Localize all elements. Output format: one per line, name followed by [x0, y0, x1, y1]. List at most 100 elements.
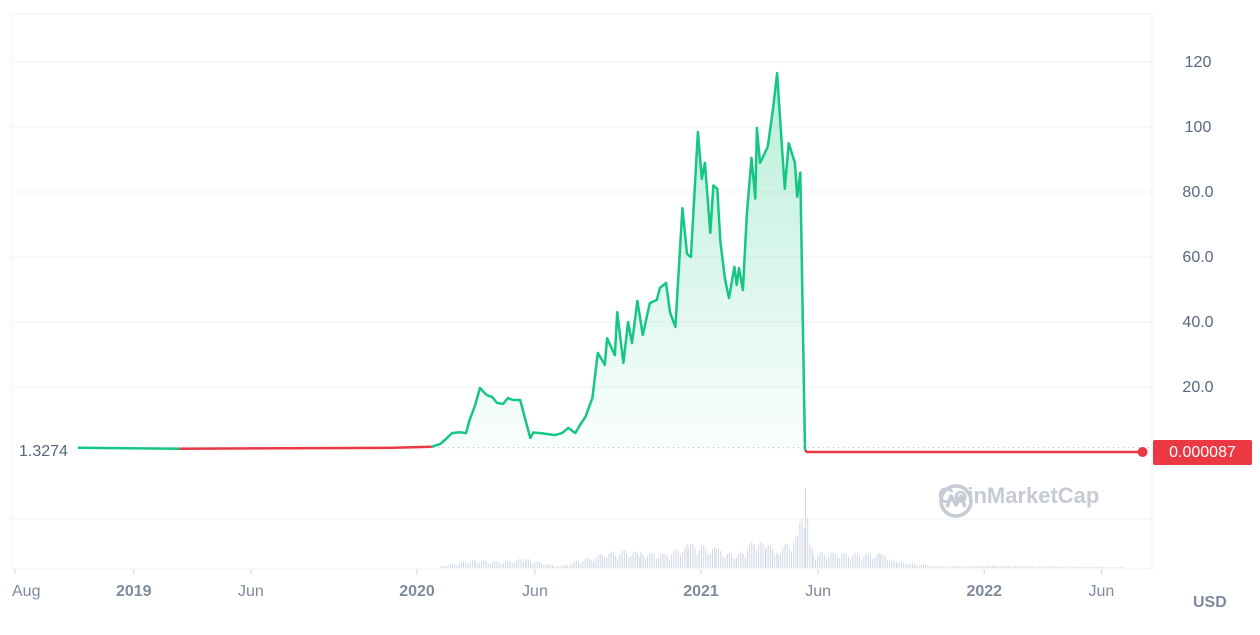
- volume-bar: [865, 553, 867, 568]
- volume-bar: [1041, 566, 1043, 568]
- volume-bar: [903, 562, 905, 568]
- price-line-up: [431, 71, 807, 451]
- volume-bar: [692, 544, 694, 568]
- volume-bar: [1089, 566, 1091, 568]
- volume-bar: [776, 552, 778, 568]
- volume-bar: [767, 544, 769, 568]
- volume-bar: [712, 549, 714, 568]
- volume-bar: [1087, 566, 1089, 568]
- volume-bar: [821, 551, 823, 568]
- volume-bar: [502, 563, 504, 568]
- volume-bar: [591, 560, 593, 568]
- volume-bar: [619, 554, 621, 568]
- volume-bar: [492, 562, 494, 568]
- volume-bar: [936, 566, 938, 568]
- volume-bar: [922, 564, 924, 568]
- volume-bar: [1085, 566, 1087, 568]
- volume-bar: [443, 565, 445, 568]
- volume-bar: [880, 554, 882, 568]
- volume-bar: [460, 562, 462, 568]
- volume-bar: [527, 559, 529, 568]
- volume-bar: [1056, 566, 1058, 568]
- volume-bar: [1120, 567, 1122, 568]
- volume-bar: [753, 548, 755, 568]
- volume-bar: [927, 565, 929, 568]
- volume-bar: [952, 566, 954, 568]
- volume-bar: [823, 554, 825, 568]
- volume-bar: [958, 566, 960, 568]
- volume-bar: [474, 560, 476, 568]
- volume-bar: [471, 560, 473, 568]
- volume-bar: [830, 553, 832, 568]
- volume-bar: [481, 561, 483, 568]
- volume-bar: [893, 559, 895, 568]
- volume-bar: [668, 559, 670, 568]
- volume-bar: [969, 566, 971, 568]
- volume-bar: [788, 548, 790, 568]
- volume-bar: [733, 558, 735, 568]
- volume-bar: [714, 547, 716, 568]
- volume-bar: [1063, 566, 1065, 568]
- volume-bar: [797, 535, 799, 568]
- volume-bar: [817, 555, 819, 568]
- volume-bar: [549, 564, 551, 568]
- volume-bar: [1014, 566, 1016, 568]
- volume-bar: [520, 559, 522, 568]
- volume-bar: [597, 555, 599, 568]
- volume-bar: [717, 548, 719, 568]
- volume-bar: [896, 563, 898, 568]
- volume-bar: [640, 551, 642, 568]
- volume-bar: [1003, 566, 1005, 568]
- volume-bar: [507, 560, 509, 568]
- volume-bar: [861, 560, 863, 568]
- y-tick-label: 60.0: [1182, 249, 1213, 266]
- volume-bar: [867, 553, 869, 568]
- volume-bar: [707, 554, 709, 568]
- volume-bar: [852, 555, 854, 568]
- volume-bar: [916, 565, 918, 568]
- volume-bar: [1076, 566, 1078, 568]
- volume-bar: [726, 553, 728, 568]
- start-value-label: 1.3274: [19, 443, 68, 460]
- volume-bar: [843, 552, 845, 568]
- volume-bar: [449, 564, 451, 568]
- volume-bar: [639, 557, 641, 568]
- volume-bar: [869, 555, 871, 568]
- volume-bar: [999, 566, 1001, 568]
- volume-bar: [463, 561, 465, 568]
- volume-bar: [755, 550, 757, 568]
- x-tick-label: Jun: [238, 583, 264, 600]
- volume-bar: [612, 552, 614, 568]
- x-tick-label: 2020: [399, 583, 435, 600]
- y-tick-label: 100: [1185, 119, 1212, 136]
- volume-bar: [740, 552, 742, 568]
- volume-bar: [601, 555, 603, 568]
- volume-bar: [715, 549, 717, 568]
- volume-bar: [812, 555, 814, 568]
- volume-bar: [637, 552, 639, 568]
- volume-bar: [989, 565, 991, 568]
- volume-bar: [630, 556, 632, 568]
- volume-bar: [744, 557, 746, 568]
- volume-bar: [483, 560, 485, 568]
- y-tick-label: 120: [1185, 54, 1212, 71]
- volume-bar: [914, 563, 916, 568]
- volume-bar: [634, 551, 636, 568]
- volume-bar: [589, 558, 591, 568]
- volume-bar: [929, 566, 931, 568]
- currency-label[interactable]: USD: [1193, 594, 1227, 611]
- volume-bar: [582, 561, 584, 568]
- volume-bar: [452, 563, 454, 568]
- volume-bar: [1122, 567, 1124, 568]
- volume-bar: [662, 553, 664, 568]
- volume-bar: [772, 549, 774, 568]
- volume-bar: [961, 566, 963, 568]
- volume-bar: [593, 561, 595, 568]
- volume-bar: [1008, 565, 1010, 568]
- volume-bar: [478, 562, 480, 568]
- volume-bar: [722, 556, 724, 568]
- volume-bar: [1116, 567, 1118, 568]
- volume-bar: [786, 543, 788, 568]
- volume-bar: [675, 548, 677, 568]
- volume-bar: [1096, 566, 1098, 568]
